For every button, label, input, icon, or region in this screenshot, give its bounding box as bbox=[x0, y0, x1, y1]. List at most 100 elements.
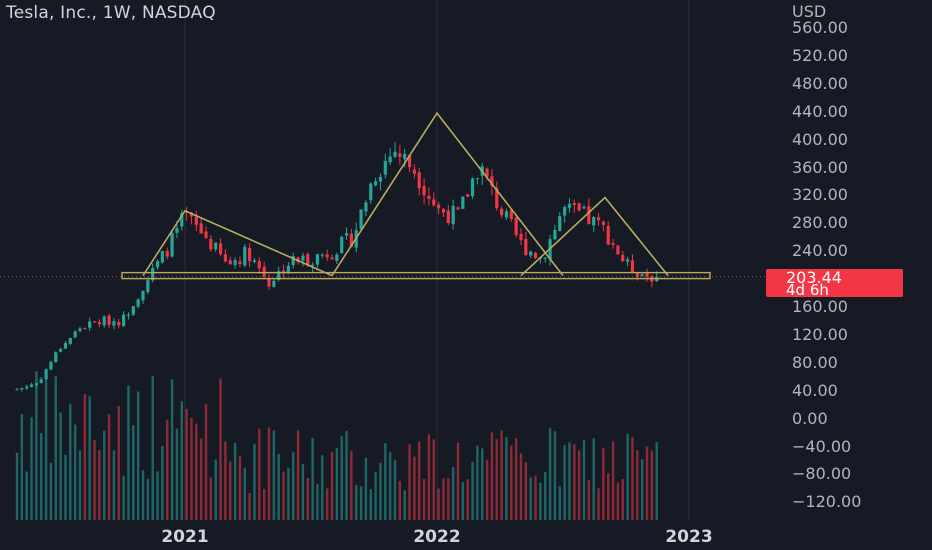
volume-bar bbox=[180, 401, 183, 520]
volume-bar bbox=[30, 417, 33, 520]
volume-bar bbox=[369, 489, 372, 520]
volume-bar bbox=[485, 459, 489, 520]
volume-bar bbox=[54, 376, 57, 520]
volume-bar bbox=[650, 450, 654, 520]
y-tick-label: 80.00 bbox=[792, 352, 838, 372]
volume-bar bbox=[224, 441, 227, 520]
y-tick-label: 240.00 bbox=[792, 241, 848, 261]
volume-bar bbox=[136, 391, 140, 520]
candle-body bbox=[645, 273, 649, 277]
volume-bar bbox=[64, 454, 67, 520]
volume-bar bbox=[592, 438, 595, 520]
y-tick-label: 280.00 bbox=[792, 213, 848, 233]
bar-countdown: 4d 6h bbox=[786, 280, 829, 299]
volume-bar bbox=[330, 451, 334, 520]
volume-bar bbox=[510, 445, 513, 520]
candle-body bbox=[68, 337, 72, 344]
candle-body bbox=[194, 216, 198, 225]
volume-bar bbox=[166, 419, 169, 520]
candle-body bbox=[311, 264, 315, 266]
candle-body bbox=[218, 243, 223, 255]
candle-body bbox=[131, 306, 135, 315]
volume-bar bbox=[403, 490, 406, 520]
volume-bar bbox=[340, 436, 343, 520]
volume-bar bbox=[15, 452, 19, 520]
candle-body bbox=[306, 254, 310, 266]
volume-bar bbox=[301, 464, 305, 520]
volume-bar bbox=[408, 444, 411, 520]
candle-body bbox=[640, 274, 644, 276]
y-tick-label: 120.00 bbox=[792, 324, 848, 344]
candle-body bbox=[359, 209, 363, 230]
volume-bar bbox=[442, 478, 445, 520]
candle-body bbox=[374, 181, 378, 186]
volume-bar bbox=[534, 475, 537, 520]
candle-body bbox=[466, 194, 470, 197]
volume-bar bbox=[621, 479, 624, 520]
candle-body bbox=[141, 290, 145, 301]
volume-bar bbox=[573, 444, 576, 520]
y-tick-label: 40.00 bbox=[792, 380, 838, 400]
candle-body bbox=[272, 280, 276, 287]
candle-body bbox=[596, 217, 601, 221]
candle-body bbox=[635, 272, 639, 278]
volume-bar bbox=[607, 473, 610, 520]
y-tick-label: −40.00 bbox=[792, 436, 852, 456]
volume-bar bbox=[379, 462, 382, 520]
volume-bar bbox=[262, 488, 266, 520]
y-tick-label: 560.00 bbox=[792, 18, 848, 37]
volume-bar bbox=[253, 443, 256, 520]
candle-body bbox=[572, 202, 576, 205]
volume-bar bbox=[292, 452, 295, 520]
volume-bar bbox=[514, 438, 518, 520]
volume-bar bbox=[505, 436, 508, 520]
volume-bar bbox=[364, 457, 368, 520]
candle-body bbox=[601, 221, 605, 225]
volume-bar bbox=[345, 431, 348, 520]
y-tick-label: 440.00 bbox=[792, 101, 848, 121]
candle-body bbox=[509, 210, 513, 220]
candle-body bbox=[514, 217, 518, 236]
volume-bar bbox=[325, 488, 329, 520]
volume-bar bbox=[103, 430, 106, 520]
head bbox=[331, 111, 564, 277]
x-tick-label: 2021 bbox=[161, 527, 209, 547]
candle-body bbox=[553, 229, 557, 240]
candle-body bbox=[151, 267, 155, 281]
volume-bar bbox=[355, 484, 358, 520]
volume-bar bbox=[78, 450, 82, 520]
candle-body bbox=[495, 187, 499, 209]
candle-body bbox=[175, 228, 179, 233]
volume-bar bbox=[636, 450, 639, 520]
volume-bar bbox=[233, 442, 237, 520]
volume-bar bbox=[117, 406, 120, 520]
candle-body bbox=[533, 252, 538, 259]
candle-body bbox=[78, 328, 82, 331]
volume-bar bbox=[500, 430, 503, 520]
volume-bar bbox=[393, 460, 397, 520]
volume-bar bbox=[20, 413, 24, 520]
volume-bar bbox=[587, 480, 591, 520]
candle-body bbox=[126, 314, 131, 316]
volume-bar bbox=[335, 448, 339, 520]
volume-bar bbox=[277, 454, 280, 520]
volume-bar bbox=[190, 417, 193, 520]
volume-bar bbox=[93, 439, 96, 520]
candle-body bbox=[204, 231, 208, 238]
volume-bar bbox=[132, 425, 135, 520]
left-shoulder bbox=[142, 209, 333, 277]
volume-bar bbox=[451, 467, 455, 520]
candle-body bbox=[88, 321, 92, 328]
candle-body bbox=[577, 202, 581, 211]
candle-body bbox=[107, 315, 111, 325]
candle-body bbox=[335, 254, 339, 261]
volume-bar bbox=[461, 482, 465, 520]
volume-bar bbox=[209, 477, 213, 520]
candle-body bbox=[15, 389, 19, 391]
candle-body bbox=[470, 178, 475, 197]
candle-body bbox=[97, 322, 101, 325]
y-tick-label: 520.00 bbox=[792, 45, 848, 65]
volume-bar bbox=[306, 477, 309, 520]
candle-body bbox=[20, 388, 24, 390]
